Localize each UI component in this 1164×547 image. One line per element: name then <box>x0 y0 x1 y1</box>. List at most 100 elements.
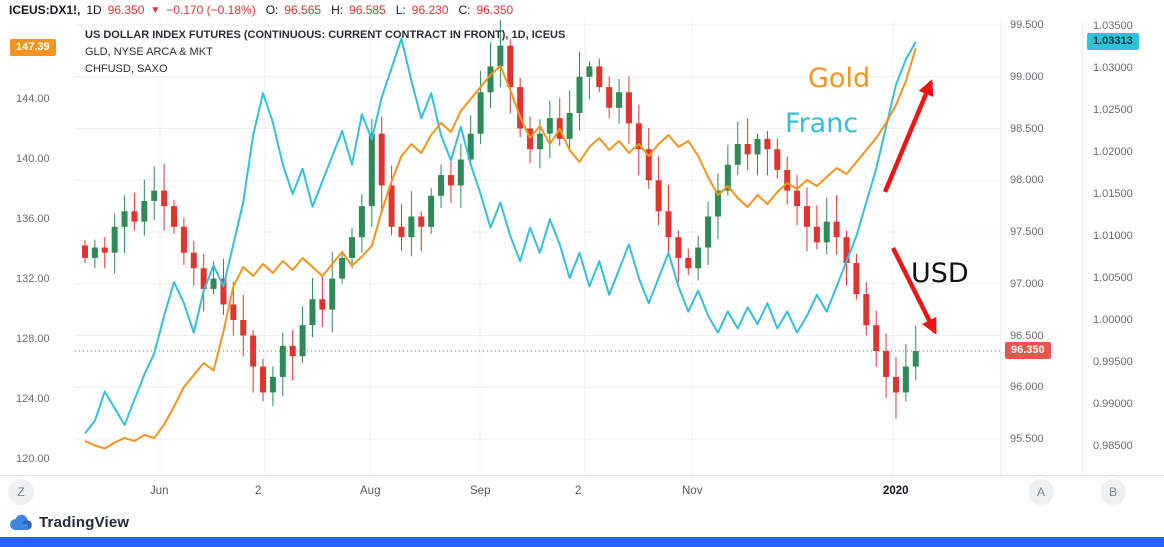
candlestick <box>438 175 445 196</box>
candlestick <box>566 112 573 139</box>
tradingview-logo[interactable]: TradingView <box>9 514 129 531</box>
price-axis-label: 99.000 <box>1010 70 1044 83</box>
franc-label: Franc <box>785 108 858 139</box>
candlestick <box>91 247 98 258</box>
price-axis-label: 98.500 <box>1010 122 1044 135</box>
candlestick <box>774 149 781 170</box>
price-axis-label: 0.99500 <box>1093 356 1133 368</box>
candlestick <box>180 226 187 253</box>
candlestick <box>151 190 158 201</box>
candlestick <box>507 45 514 88</box>
candlestick <box>754 138 761 155</box>
trend-arrow-up <box>882 79 934 193</box>
candlestick <box>200 268 207 289</box>
candlestick <box>240 319 247 336</box>
candlestick <box>497 45 504 67</box>
secondary-right-price-axis[interactable]: 0.98500 0.99000 0.99500 1.00000 1.00500 1.010… <box>1082 20 1164 475</box>
candlestick <box>536 133 543 150</box>
price-axis-label: 0.98500 <box>1093 440 1133 452</box>
time-axis-label: Nov <box>682 485 703 497</box>
price-axis-label: 99.500 <box>1010 19 1044 31</box>
candlestick <box>705 216 712 248</box>
close-label: C: <box>458 3 471 17</box>
candlestick <box>279 345 286 377</box>
candlestick <box>378 133 385 186</box>
candlestick <box>784 169 791 191</box>
price-axis-label: 144.00 <box>16 93 50 105</box>
left-price-axis[interactable]: 120.00 124.00 128.00 132.00 136.00 140.00 144.… <box>0 20 75 475</box>
price-change: −0.170 (−0.18%) <box>166 3 256 17</box>
candlestick <box>833 221 840 238</box>
candlestick <box>912 351 919 367</box>
tradingview-cloud-icon <box>10 514 32 530</box>
price-axis-label: 1.03500 <box>1093 20 1133 32</box>
candlestick <box>892 376 899 393</box>
candlestick <box>576 76 583 113</box>
candlestick <box>368 133 375 207</box>
price-axis-label: 1.02500 <box>1093 104 1133 116</box>
price-axis-label: 96.500 <box>1010 329 1044 342</box>
price-axis-label: 0.99000 <box>1093 398 1133 410</box>
candlestick <box>477 92 484 134</box>
candlestick <box>398 226 405 238</box>
candlestick <box>309 299 316 326</box>
gold-line <box>84 47 917 450</box>
symbol-name[interactable]: ICEUS:DX1!, <box>9 3 81 17</box>
price-axis-label: 96.000 <box>1010 381 1044 394</box>
candlestick <box>250 335 257 367</box>
axis-b-button[interactable]: B <box>1100 479 1126 505</box>
usd-label: USD <box>911 258 969 289</box>
price-axis-label: 98.000 <box>1010 174 1044 187</box>
price-axis-label: 140.00 <box>16 153 50 165</box>
bottom-blue-banner <box>0 537 1164 547</box>
interval-label[interactable]: 1D <box>86 3 102 17</box>
gold-price-badge: 147.39 <box>10 39 56 57</box>
candlestick <box>101 247 108 253</box>
candlestick <box>734 144 741 165</box>
price-axis-label: 97.000 <box>1010 277 1044 290</box>
direction-down-icon: ▼ <box>150 4 161 16</box>
candlestick <box>82 245 88 258</box>
chart-canvas[interactable]: Gold Franc USD <box>75 20 1000 475</box>
candlestick <box>596 66 603 88</box>
time-axis-label: 2020 <box>883 485 909 497</box>
tradingview-wordmark: TradingView <box>39 513 130 531</box>
candlestick <box>339 257 346 279</box>
candlestick <box>685 257 692 269</box>
candlestick <box>625 92 632 124</box>
candlestick <box>586 66 593 77</box>
candlestick <box>388 185 395 227</box>
candlestick <box>299 325 306 357</box>
legend-gld-series[interactable]: GLD, NYSE ARCA & MKT <box>85 46 213 59</box>
candlestick <box>230 304 237 320</box>
axis-a-button[interactable]: A <box>1028 479 1054 505</box>
plot-area: Gold Franc USD US DOLLAR INDEX FUTURES (CO… <box>75 20 1000 475</box>
candlestick <box>665 211 672 238</box>
candlestick <box>131 211 138 222</box>
candlestick <box>428 195 435 227</box>
high-value: 96.585 <box>349 3 386 17</box>
candlestick <box>408 216 415 238</box>
legend-main-series[interactable]: US DOLLAR INDEX FUTURES (CONTINUOUS: CUR… <box>85 29 566 41</box>
candlestick <box>606 87 613 108</box>
time-axis[interactable]: Z A B Jun 2 Aug Sep 2 Nov 2020 <box>0 475 1164 507</box>
candlestick <box>902 366 909 393</box>
timezone-button[interactable]: Z <box>8 479 34 505</box>
candlestick <box>695 247 702 269</box>
candlestick <box>675 237 682 258</box>
right-price-axis[interactable]: 95.500 96.000 96.500 97.000 97.500 98.000 98.5… <box>1000 19 1082 475</box>
candlestick <box>863 294 870 326</box>
candlestick <box>853 263 860 295</box>
candlestick <box>210 278 217 289</box>
price-axis-label: 132.00 <box>16 273 50 285</box>
chart-legend[interactable]: US DOLLAR INDEX FUTURES (CONTINUOUS: CUR… <box>85 27 565 78</box>
candlestick <box>794 190 801 207</box>
candlestick <box>269 376 276 393</box>
usd-price-badge: 96.350 <box>1005 342 1051 360</box>
price-axis-label: 1.01500 <box>1093 188 1133 200</box>
legend-chfusd-series[interactable]: CHFUSD, SAXO <box>85 63 168 76</box>
candlestick <box>190 252 197 269</box>
candlestick <box>260 366 267 393</box>
time-axis-label: Aug <box>360 485 381 497</box>
